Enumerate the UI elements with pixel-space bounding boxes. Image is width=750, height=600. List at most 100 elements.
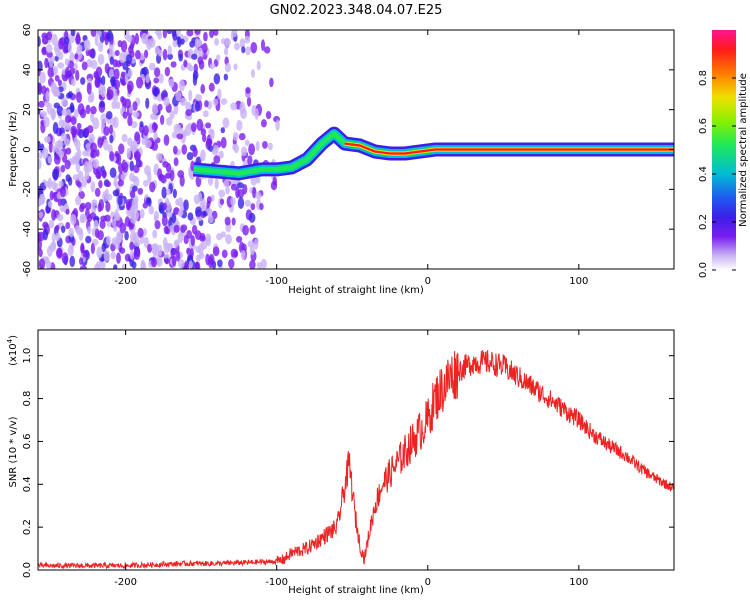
speckle-mark bbox=[220, 231, 227, 238]
speckle-mark bbox=[97, 53, 105, 65]
speckle-mark bbox=[149, 113, 157, 120]
speckle-mark bbox=[127, 84, 132, 95]
speckle-mark bbox=[169, 224, 175, 231]
speckle-mark bbox=[64, 66, 70, 79]
speckle-mark bbox=[65, 208, 70, 215]
speckle-mark bbox=[124, 216, 131, 227]
speckle-mark bbox=[163, 96, 170, 107]
speckle-mark bbox=[112, 116, 119, 129]
speckle-mark bbox=[152, 229, 158, 239]
speckle-mark bbox=[185, 109, 193, 117]
speckle-mark bbox=[38, 82, 42, 93]
speckle-mark bbox=[153, 132, 158, 140]
speckle-mark bbox=[94, 34, 99, 47]
speckle-mark bbox=[78, 257, 84, 266]
speckle-mark bbox=[85, 143, 92, 151]
speckle-mark bbox=[119, 52, 126, 64]
speckle-mark bbox=[157, 168, 163, 180]
speckle-mark bbox=[161, 186, 167, 199]
speckle-mark bbox=[74, 53, 79, 60]
speckle-mark bbox=[207, 175, 214, 186]
speckle-mark bbox=[177, 170, 185, 178]
colorbar: 0.0 0.2 0.4 0.6 0.8 Normalized spectral ampl… bbox=[698, 30, 749, 278]
speckle-mark bbox=[87, 226, 92, 235]
speckle-mark bbox=[38, 198, 44, 206]
speckle-mark bbox=[173, 157, 179, 167]
speckle-mark bbox=[41, 147, 49, 159]
speckle-mark bbox=[246, 96, 252, 107]
speckle-mark bbox=[232, 131, 239, 141]
speckle-mark bbox=[202, 110, 209, 118]
speckle-mark bbox=[165, 200, 172, 212]
speckle-mark bbox=[120, 71, 126, 79]
speckle-mark bbox=[240, 249, 246, 260]
speckle-mark bbox=[187, 65, 195, 72]
speckle-mark bbox=[115, 101, 121, 110]
colorbar-tick-label: 0.4 bbox=[698, 166, 709, 182]
colorbar-tick-label: 0.8 bbox=[698, 70, 709, 86]
speckle-mark bbox=[109, 56, 114, 65]
speckle-mark bbox=[132, 111, 140, 118]
x-tick-label: 100 bbox=[569, 276, 588, 287]
speckle-mark bbox=[104, 188, 109, 200]
speckle-mark bbox=[265, 111, 272, 120]
speckle-mark bbox=[70, 125, 78, 136]
speckle-mark bbox=[113, 213, 121, 221]
speckle-mark bbox=[145, 97, 150, 109]
speckle-mark bbox=[134, 32, 139, 45]
speckle-mark bbox=[153, 210, 160, 221]
spectrogram-y-ticks: 60 40 20 0 -20 -40 -60 bbox=[22, 24, 674, 277]
speckle-mark bbox=[164, 172, 172, 179]
speckle-mark bbox=[47, 155, 53, 164]
speckle-mark bbox=[114, 50, 120, 57]
speckle-mark bbox=[191, 53, 198, 60]
speckle-mark bbox=[125, 54, 133, 65]
speckle-mark bbox=[56, 213, 64, 222]
speckle-mark bbox=[142, 179, 149, 187]
colorbar-tick-label: 0.6 bbox=[698, 118, 709, 134]
speckle-mark bbox=[151, 256, 157, 268]
speckle-mark bbox=[51, 180, 57, 191]
speckle-mark bbox=[162, 202, 168, 211]
speckle-mark bbox=[103, 139, 109, 151]
speckle-mark bbox=[95, 149, 100, 157]
snr-y-ticks: 0.0 0.2 0.4 0.6 0.8 1.0 bbox=[22, 348, 674, 578]
speckle-mark bbox=[153, 67, 161, 78]
speckle-mark bbox=[255, 140, 260, 152]
speckle-mark bbox=[149, 37, 156, 48]
speckle-mark bbox=[126, 35, 133, 43]
speckle-mark bbox=[84, 201, 92, 211]
speckle-mark bbox=[131, 175, 137, 183]
speckle-mark bbox=[162, 48, 168, 61]
speckle-mark bbox=[91, 206, 97, 214]
speckle-mark bbox=[231, 217, 236, 226]
speckle-mark bbox=[209, 63, 216, 70]
speckle-mark bbox=[190, 235, 195, 247]
speckle-mark bbox=[82, 250, 89, 258]
speckle-mark bbox=[206, 208, 213, 215]
speckle-mark bbox=[118, 162, 124, 174]
speckle-mark bbox=[235, 236, 243, 243]
speckle-mark bbox=[48, 141, 53, 153]
speckle-mark bbox=[170, 247, 175, 259]
speckle-mark bbox=[195, 245, 202, 254]
speckle-mark bbox=[148, 205, 155, 215]
speckle-mark bbox=[233, 143, 240, 154]
speckle-mark bbox=[164, 66, 171, 77]
speckle-mark bbox=[132, 101, 138, 112]
speckle-mark bbox=[219, 198, 225, 205]
speckle-mark bbox=[76, 181, 82, 188]
speckle-mark bbox=[74, 109, 79, 119]
speckle-mark bbox=[254, 108, 259, 120]
speckle-mark bbox=[137, 187, 144, 195]
speckle-mark bbox=[119, 247, 126, 254]
speckle-mark bbox=[47, 200, 53, 208]
speckle-mark bbox=[263, 46, 271, 54]
speckle-mark bbox=[151, 103, 159, 115]
speckle-mark bbox=[94, 78, 101, 89]
speckle-mark bbox=[107, 89, 114, 100]
speckle-mark bbox=[45, 90, 50, 101]
colorbar-gradient bbox=[712, 30, 736, 270]
speckle-mark bbox=[80, 242, 85, 255]
speckle-mark bbox=[67, 42, 72, 54]
